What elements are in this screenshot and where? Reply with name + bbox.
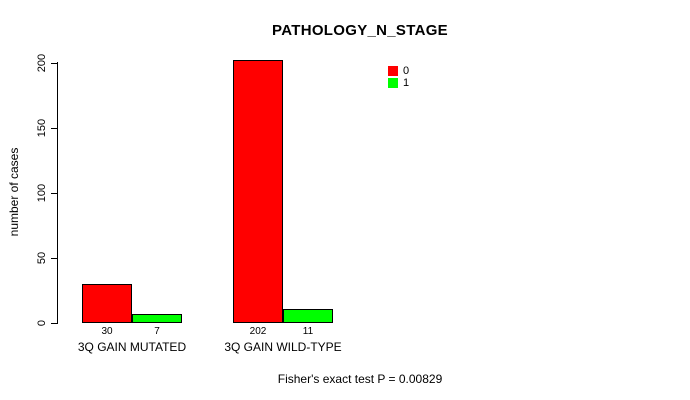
y-tick-label-100: 100 [36,183,48,203]
legend-label: 1 [403,77,410,89]
bar-value-label-3q-gain-wild-type-1: 11 [302,326,314,337]
bar-value-label-3q-gain-mutated-1: 7 [154,326,160,337]
legend-label: 0 [403,65,410,77]
legend-swatch-icon [388,78,398,88]
y-tick-0 [51,322,58,324]
bar-3q-gain-wild-type-1 [283,309,333,323]
y-tick-200 [51,62,58,64]
y-tick-label-200: 200 [36,53,48,73]
chart-title: PATHOLOGY_N_STAGE [272,22,448,39]
bar-3q-gain-wild-type-0 [233,60,283,323]
footer-annotation: Fisher's exact test P = 0.00829 [277,372,443,386]
y-axis-label: number of cases [7,147,21,237]
bar-value-label-3q-gain-mutated-0: 30 [101,326,113,337]
x-category-label-3q-gain-wild-type: 3Q GAIN WILD-TYPE [224,340,342,354]
y-tick-50 [51,257,58,259]
legend-entry-1: 1 [388,77,409,89]
y-tick-100 [51,192,58,194]
bar-3q-gain-mutated-1 [132,314,182,323]
y-tick-label-0: 0 [36,319,48,327]
legend-entry-0: 0 [388,65,409,77]
legend-swatch-icon [388,66,398,76]
y-tick-label-150: 150 [36,118,48,138]
y-tick-label-50: 50 [36,251,48,265]
y-tick-150 [51,127,58,129]
x-category-label-3q-gain-mutated: 3Q GAIN MUTATED [77,340,187,354]
bar-3q-gain-mutated-0 [82,284,132,323]
bar-value-label-3q-gain-wild-type-0: 202 [249,326,267,337]
